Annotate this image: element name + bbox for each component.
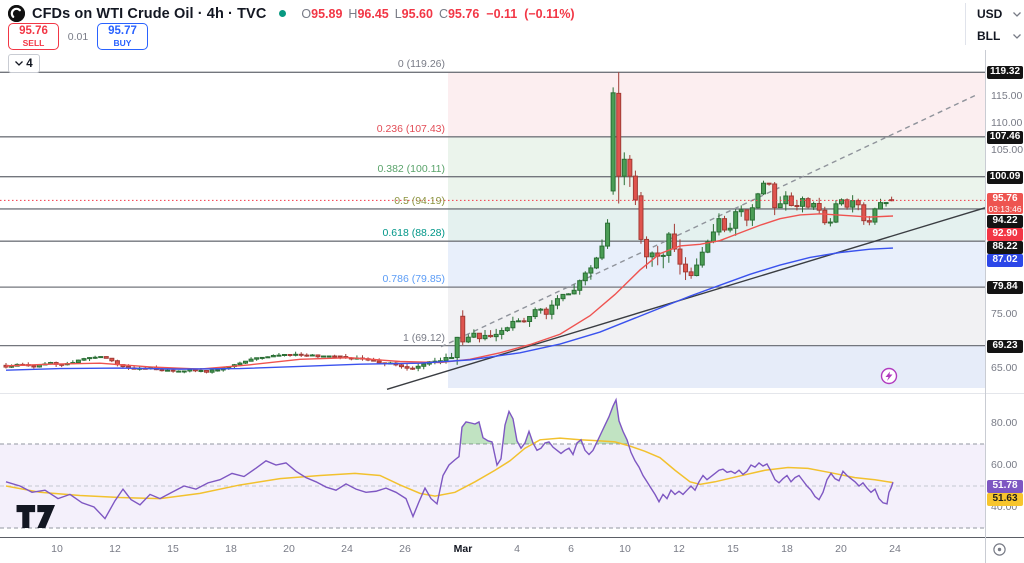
time-axis-label: 26 [399, 543, 411, 555]
time-axis-label: 12 [109, 543, 121, 555]
price-level-badge: 79.84 [987, 280, 1023, 294]
rsi-line[interactable] [5, 397, 894, 520]
time-axis-label: 12 [673, 543, 685, 555]
time-axis-label: 24 [889, 543, 901, 555]
fib-level-label: 0 (119.26) [397, 58, 445, 71]
ohlc-field: C95.76 [438, 6, 480, 21]
price-level-badge: 100.09 [987, 170, 1023, 184]
buy-label: BUY [113, 38, 132, 48]
currency-select[interactable]: USD [977, 5, 1021, 23]
support-trendline[interactable] [386, 207, 986, 390]
fib-zone [448, 241, 985, 288]
unit-select[interactable]: BLL [977, 27, 1021, 45]
tradingview-logo[interactable] [16, 505, 56, 533]
price-level-badge: 94.22 [987, 214, 1023, 228]
chevron-down-icon [1013, 11, 1021, 17]
fib-zone [448, 136, 985, 177]
ohlc-field: L95.60 [394, 6, 433, 21]
time-axis-label: 6 [568, 543, 574, 555]
price-tick: 110.00 [991, 116, 1023, 129]
sell-price: 95.76 [19, 24, 48, 37]
drawings-count: 4 [26, 57, 33, 70]
ma-slow-line[interactable] [5, 247, 894, 371]
fib-zone [448, 72, 985, 137]
price-level-badge: 88.22 [987, 240, 1023, 254]
ohlc-field: H96.45 [348, 6, 389, 21]
lightning-bolt-icon [885, 371, 893, 381]
current-price: 95.76 [992, 192, 1018, 204]
sell-button[interactable]: 95.76 SELL [8, 23, 59, 50]
ohlc-field: O95.89 [301, 6, 343, 21]
ma-fast-line[interactable] [5, 213, 894, 370]
time-axis-label: 10 [619, 543, 631, 555]
time-axis-label: 15 [167, 543, 179, 555]
price-change-percent: (−0.11%) [524, 6, 575, 21]
time-axis-label: 18 [781, 543, 793, 555]
fib-level-label: 0.236 (107.43) [376, 122, 445, 135]
symbol-logo-icon [8, 5, 25, 22]
header-divider [965, 3, 966, 45]
chevron-down-icon [15, 61, 24, 66]
bar-countdown: 03:13:46 [988, 204, 1022, 214]
price-tick: 115.00 [991, 89, 1023, 102]
fib-level-label: 0.5 (94.19) [394, 194, 445, 207]
sell-label: SELL [22, 38, 45, 48]
price-level-badge: 119.32 [987, 65, 1023, 79]
price-tick: 75.00 [991, 307, 1018, 320]
fib-level-label: 0.382 (100.11) [377, 162, 445, 175]
market-open-dot-icon[interactable] [279, 10, 287, 17]
symbol-title[interactable]: CFDs on WTI Crude Oil · 4h · TVC [32, 5, 267, 22]
spread-value: 0.01 [67, 30, 89, 43]
order-panel: 95.76 SELL 0.01 95.77 BUY [8, 23, 148, 50]
time-axis-label: 20 [835, 543, 847, 555]
time-axis-label: 18 [225, 543, 237, 555]
indicator-value-badge: 51.78 [987, 479, 1023, 493]
time-axis-label: 15 [727, 543, 739, 555]
price-level-badge: 69.23 [987, 339, 1023, 353]
scale-settings-icon[interactable] [992, 542, 1007, 562]
time-axis-label: 24 [341, 543, 353, 555]
fib-level-label: 0.618 (88.28) [382, 227, 445, 240]
current-price-badge: 95.76 03:13:46 [987, 193, 1023, 214]
indicator-tick: 80.00 [991, 417, 1018, 429]
currency-value: USD [977, 7, 1003, 21]
chevron-down-icon [1013, 33, 1021, 39]
price-change: −0.11 [486, 6, 518, 21]
price-level-badge: 92.90 [987, 227, 1023, 241]
rsi-ma-line[interactable] [5, 437, 894, 500]
fib-zone-extension [448, 345, 985, 388]
buy-button[interactable]: 95.77 BUY [97, 23, 148, 50]
indicator-value-badge: 51.63 [987, 492, 1023, 506]
price-tick: 65.00 [991, 362, 1018, 375]
unit-value: BLL [977, 29, 1001, 43]
time-axis-label: Mar [453, 543, 473, 555]
price-level-badge: 107.46 [987, 130, 1023, 144]
fib-level-label: 0.786 (79.85) [382, 273, 445, 286]
indicator-tick: 60.00 [991, 459, 1018, 471]
price-tick: 105.00 [991, 144, 1024, 157]
price-level-badge: 87.02 [987, 253, 1023, 267]
time-axis-label: 10 [51, 543, 63, 555]
object-tree-chip[interactable]: 4 [8, 54, 40, 73]
buy-price: 95.77 [108, 24, 137, 37]
fib-zone [448, 176, 985, 209]
time-axis-label: 4 [514, 543, 520, 555]
time-axis-label: 20 [283, 543, 295, 555]
ohlc-values: O95.89 H96.45 L95.60 C95.76 [301, 7, 479, 21]
fib-level-label: 1 (69.12) [402, 331, 445, 344]
symbol-header: CFDs on WTI Crude Oil · 4h · TVC O95.89 H… [8, 5, 575, 22]
